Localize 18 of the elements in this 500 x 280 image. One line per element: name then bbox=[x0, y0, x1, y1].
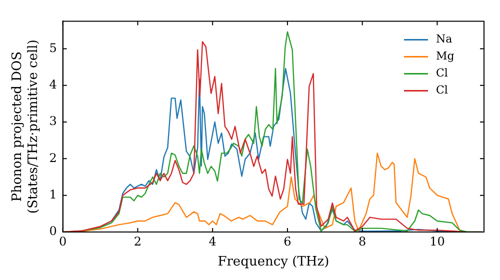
x-tick-label: 10 bbox=[430, 234, 445, 248]
legend-label: Cl bbox=[436, 84, 448, 97]
legend-label: Na bbox=[436, 32, 453, 46]
x-axis-title: Frequency (THz) bbox=[218, 254, 330, 270]
legend-label: Cl bbox=[436, 66, 448, 80]
y-axis-title: Phonon projected DOS (States/THz·primitive cell) bbox=[10, 40, 41, 214]
y-tick-label: 3 bbox=[49, 114, 57, 128]
x-tick-label: 4 bbox=[208, 234, 217, 248]
y-tick-label: 5 bbox=[49, 40, 57, 55]
x-tick-label: 0 bbox=[59, 234, 67, 248]
y-tick-label: 2 bbox=[49, 150, 57, 165]
legend-label: Mg bbox=[436, 50, 454, 63]
y-tick-label: 4 bbox=[49, 77, 58, 92]
y-tick-label: 0 bbox=[49, 224, 57, 238]
x-tick-label: 8 bbox=[358, 234, 366, 248]
x-tick-label: 2 bbox=[134, 234, 142, 248]
y-tick-label: 1 bbox=[49, 187, 57, 202]
x-tick-label: 6 bbox=[284, 234, 292, 248]
